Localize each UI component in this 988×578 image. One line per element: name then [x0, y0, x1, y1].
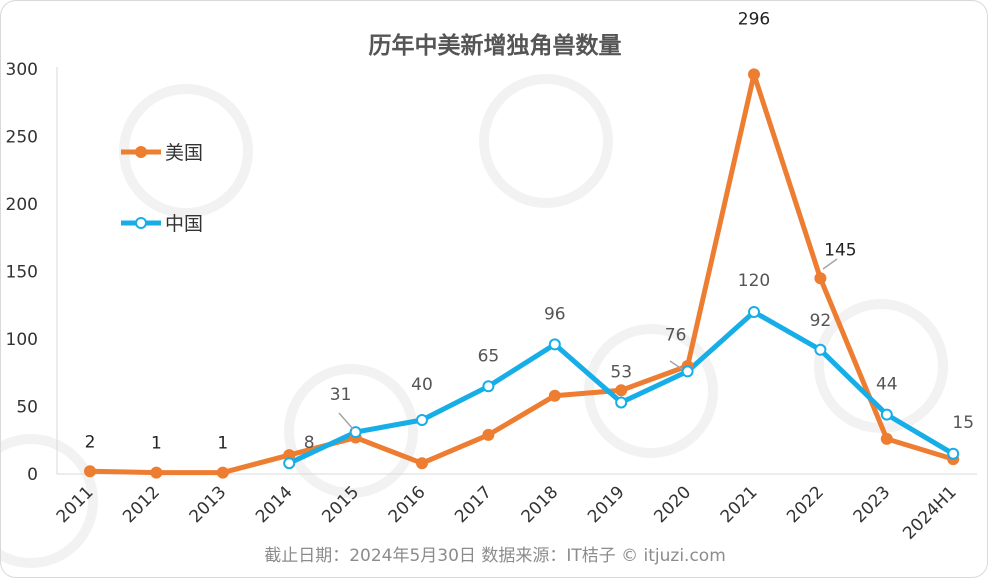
data-point-series-1 [416, 457, 428, 470]
y-tick-label: 200 [6, 195, 38, 215]
legend-entry-label: 美国 [165, 142, 203, 164]
x-tick-label: 2013 [186, 482, 231, 527]
series-line-1 [87, 71, 956, 476]
x-tick-label: 2017 [451, 482, 496, 527]
x-tick-label: 2022 [783, 482, 828, 527]
x-tick-label: 2014 [252, 482, 297, 527]
data-point-series-2 [748, 306, 760, 318]
x-tick-label: 2021 [717, 482, 762, 527]
x-tick-label: 2020 [650, 482, 695, 527]
data-point-series-1 [216, 466, 229, 479]
x-tick-label: 2019 [584, 482, 629, 527]
data-label: 76 [665, 325, 687, 345]
y-tick-label: 50 [16, 398, 38, 418]
watermark-logo-icon [284, 364, 418, 498]
x-tick-label: 2023 [850, 482, 895, 527]
data-label: 92 [810, 311, 832, 331]
label-leader-line [822, 258, 838, 270]
data-point-series-1 [615, 384, 628, 397]
data-label: 44 [876, 375, 898, 395]
data-label: 296 [738, 9, 770, 29]
data-label: 65 [478, 346, 500, 366]
series-markers [84, 68, 960, 479]
data-point-series-2 [681, 365, 694, 378]
data-label: 1 [151, 434, 162, 454]
watermark-logo-icon [1, 434, 98, 568]
y-tick-label: 250 [6, 128, 38, 148]
label-leader-line [338, 412, 354, 430]
data-point-series-2 [880, 408, 893, 421]
data-point-series-1 [150, 466, 163, 479]
data-point-series-1 [814, 272, 827, 285]
y-tick-label: 0 [27, 465, 38, 485]
y-tick-label: 150 [6, 263, 38, 283]
data-point-series-2 [814, 343, 827, 356]
data-label: 145 [824, 240, 856, 260]
data-point-series-2 [416, 414, 428, 426]
data-point-series-2 [482, 380, 495, 393]
data-label: 2 [85, 432, 96, 452]
y-tick-label: 100 [6, 330, 38, 350]
watermark-logo-icon [479, 74, 613, 208]
data-point-series-2 [548, 338, 561, 351]
legend-swatch-marker [135, 217, 147, 229]
data-point-series-1 [748, 68, 760, 81]
data-point-series-2 [349, 426, 362, 439]
label-leader-line [669, 360, 683, 370]
legend-entry-label: 中国 [165, 213, 203, 235]
y-tick-label: 300 [6, 60, 38, 80]
data-label: 8 [304, 433, 315, 453]
data-point-series-2 [283, 457, 296, 470]
data-label: 40 [411, 375, 433, 395]
data-point-series-1 [548, 389, 561, 402]
data-label: 31 [330, 385, 352, 405]
legend-swatch-marker [135, 146, 147, 158]
x-tick-label: 2016 [385, 482, 430, 527]
data-label: 15 [952, 413, 974, 433]
footer-source: 截止日期：2024年5月30日 数据来源：IT桔子 © itjuzi.com [264, 546, 726, 566]
x-tick-label: 2024H1 [899, 482, 960, 543]
data-point-series-1 [482, 428, 495, 441]
data-point-series-2 [947, 447, 960, 460]
x-tick-label: 2018 [518, 482, 563, 527]
data-point-series-1 [84, 465, 96, 478]
data-label: 96 [544, 304, 566, 324]
data-label: 1 [217, 434, 228, 454]
data-labels: 2 1 1 8 31 40 65 96 53 76 296 120 145 92 44 15 [85, 9, 974, 453]
chart-title: 历年中美新增独角兽数量 [369, 32, 622, 59]
data-point-series-1 [880, 432, 893, 445]
data-point-series-2 [615, 396, 628, 409]
x-tick-label: 2012 [119, 482, 164, 527]
data-label: 120 [738, 271, 770, 291]
data-label: 53 [610, 362, 632, 382]
